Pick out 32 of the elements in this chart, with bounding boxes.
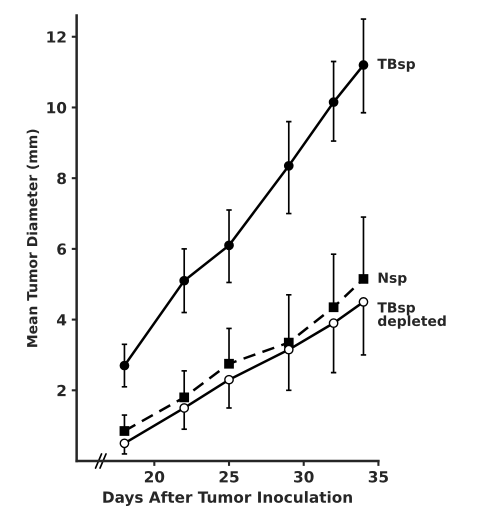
series-label: TBsp depleted	[377, 302, 446, 329]
point	[358, 297, 368, 307]
point	[328, 318, 338, 328]
y-tick-label: 4	[56, 314, 66, 326]
point	[328, 302, 338, 312]
point	[179, 276, 190, 286]
point	[120, 438, 130, 448]
x-tick-label: 30	[294, 471, 314, 483]
y-tick-label: 6	[57, 243, 66, 255]
point	[179, 403, 190, 413]
y-tick-label: 10	[47, 102, 66, 114]
x-axis-title: Days After Tumor Inoculation	[103, 491, 352, 506]
point	[224, 240, 234, 250]
y-tick-label: 8	[57, 172, 66, 184]
x-tick-label: 25	[220, 471, 239, 483]
point	[358, 274, 368, 284]
series-label: Nsp	[378, 272, 407, 286]
point	[284, 344, 294, 355]
x-tick-label: 35	[368, 471, 388, 483]
y-tick-label: 12	[47, 31, 66, 43]
point	[120, 426, 130, 436]
point	[284, 160, 294, 171]
point	[358, 60, 368, 70]
point	[224, 358, 234, 369]
y-tick-label: 2	[57, 384, 66, 396]
point	[179, 392, 190, 402]
point	[120, 360, 130, 370]
x-tick-label: 20	[144, 471, 164, 483]
point	[328, 97, 338, 108]
point	[224, 374, 234, 385]
y-axis-title: Mean Tumor Diameter (mm)	[26, 130, 40, 347]
series-label: TBsp	[377, 58, 416, 72]
